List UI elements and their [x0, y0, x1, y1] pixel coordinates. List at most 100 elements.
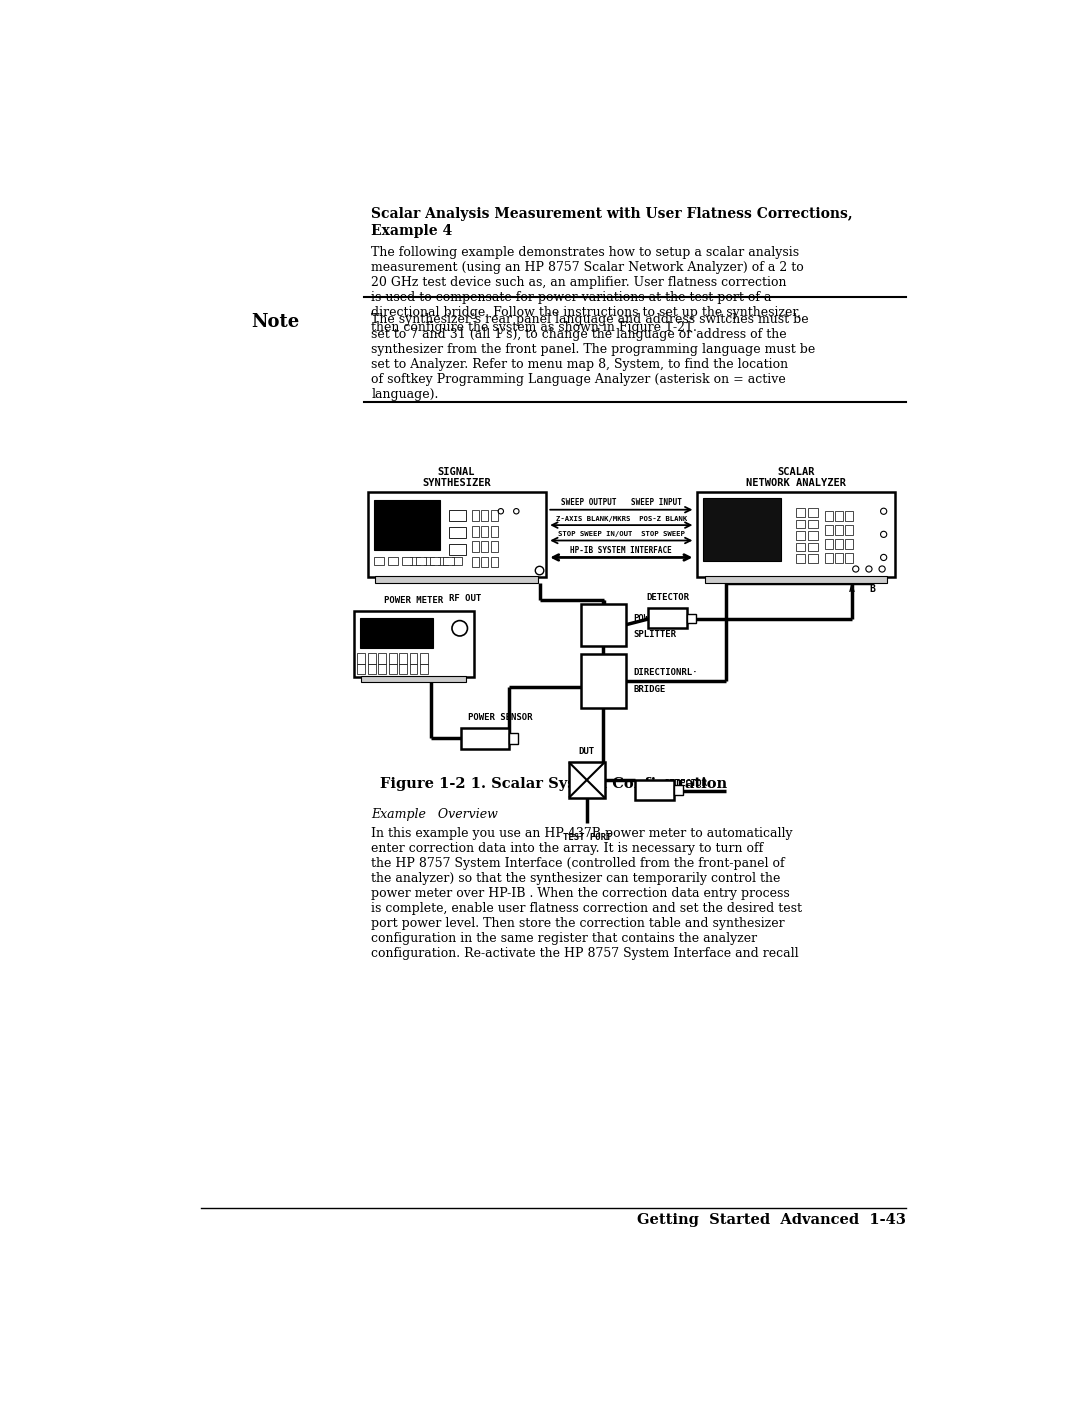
Bar: [490, 541, 498, 552]
Bar: [374, 558, 383, 565]
Bar: [809, 520, 818, 528]
Text: the analyzer) so that the synthesizer can temporarily control the: the analyzer) so that the synthesizer ca…: [372, 873, 781, 885]
Text: language).: language).: [372, 388, 438, 402]
Bar: [472, 510, 480, 521]
Bar: [825, 525, 833, 535]
Bar: [825, 552, 833, 563]
Text: power meter over HP-IB . When the correction data entry process: power meter over HP-IB . When the correc…: [372, 887, 791, 901]
Text: port power level. Then store the correction table and synthesizer: port power level. Then store the correct…: [372, 917, 785, 930]
Bar: [378, 665, 387, 674]
Text: HP-IB SYSTEM INTERFACE: HP-IB SYSTEM INTERFACE: [570, 547, 672, 555]
Bar: [809, 509, 818, 517]
Bar: [796, 509, 806, 517]
Text: STOP SWEEP IN/OUT  STOP SWEEP: STOP SWEEP IN/OUT STOP SWEEP: [558, 531, 685, 537]
Bar: [409, 665, 418, 674]
Text: of softkey Programming Language Analyzer (asterisk on = active: of softkey Programming Language Analyzer…: [372, 374, 786, 386]
Text: In this example you use an HP 437B power meter to automatically: In this example you use an HP 437B power…: [372, 828, 793, 840]
Bar: [409, 653, 418, 663]
Bar: [449, 510, 465, 521]
Bar: [444, 558, 454, 565]
Bar: [635, 780, 674, 799]
Text: The following example demonstrates how to setup a scalar analysis: The following example demonstrates how t…: [372, 246, 799, 259]
Text: Example 4: Example 4: [372, 223, 453, 237]
Bar: [845, 525, 852, 535]
Bar: [796, 520, 806, 528]
Text: Example   Overview: Example Overview: [372, 808, 498, 821]
Text: then configure the system as shown in Figure 1-21.: then configure the system as shown in Fi…: [372, 320, 698, 333]
Bar: [796, 531, 806, 540]
Bar: [509, 733, 517, 743]
Bar: [809, 555, 818, 563]
Bar: [360, 618, 433, 648]
Bar: [581, 653, 625, 708]
Bar: [357, 665, 365, 674]
Bar: [569, 763, 605, 798]
Text: SPLITTER: SPLITTER: [633, 629, 676, 638]
Text: DIRECTIONRL·: DIRECTIONRL·: [633, 669, 698, 677]
Bar: [378, 653, 387, 663]
Text: NETWORK ANALYZER: NETWORK ANALYZER: [745, 478, 846, 488]
Text: SWEEP INPUT: SWEEP INPUT: [631, 499, 681, 507]
Bar: [835, 540, 842, 549]
Text: the HP 8757 System Interface (controlled from the front-panel of: the HP 8757 System Interface (controlled…: [372, 857, 785, 870]
Text: SCALAR: SCALAR: [777, 468, 814, 478]
Bar: [482, 510, 488, 521]
Bar: [402, 558, 411, 565]
Text: SIGNAL: SIGNAL: [437, 468, 475, 478]
Bar: [420, 665, 428, 674]
Text: The synthesizer’s rear panel language and address switches must be: The synthesizer’s rear panel language an…: [372, 313, 809, 326]
Bar: [368, 653, 376, 663]
Text: SWEEP OUTPUT: SWEEP OUTPUT: [561, 499, 617, 507]
Bar: [400, 665, 407, 674]
Bar: [845, 552, 852, 563]
Bar: [704, 576, 887, 583]
Bar: [400, 653, 407, 663]
Bar: [809, 531, 818, 540]
Text: POWER SENSOR: POWER SENSOR: [468, 714, 532, 722]
Bar: [809, 542, 818, 551]
Bar: [420, 653, 428, 663]
Text: A: A: [849, 584, 854, 594]
Text: is used to compensate for power variations at the test port of a: is used to compensate for power variatio…: [372, 291, 772, 303]
Bar: [472, 556, 480, 568]
Text: Z-AXIS BLANK/MKRS  POS-Z BLANK: Z-AXIS BLANK/MKRS POS-Z BLANK: [556, 516, 687, 521]
Bar: [825, 511, 833, 521]
Text: 20 GHz test device such as, an amplifier. User flatness correction: 20 GHz test device such as, an amplifier…: [372, 275, 787, 288]
Text: configuration. Re-activate the HP 8757 System Interface and recall: configuration. Re-activate the HP 8757 S…: [372, 947, 799, 960]
Bar: [687, 614, 697, 622]
Bar: [697, 492, 894, 576]
Bar: [835, 511, 842, 521]
Bar: [472, 541, 480, 552]
Bar: [368, 665, 376, 674]
Bar: [482, 525, 488, 537]
Bar: [490, 525, 498, 537]
Bar: [449, 527, 465, 538]
Text: Getting  Started  Advanced  1-43: Getting Started Advanced 1-43: [637, 1214, 906, 1228]
Bar: [451, 558, 462, 565]
Bar: [388, 558, 397, 565]
Bar: [362, 676, 465, 683]
Text: set to 7 and 31 (all 1’s), to change the language or address of the: set to 7 and 31 (all 1’s), to change the…: [372, 329, 787, 341]
Bar: [648, 608, 687, 628]
Text: directional bridge. Follow the instructions to set up the synthesizer,: directional bridge. Follow the instructi…: [372, 306, 801, 319]
Bar: [490, 510, 498, 521]
Bar: [835, 552, 842, 563]
Bar: [430, 558, 440, 565]
Bar: [438, 558, 448, 565]
Bar: [490, 556, 498, 568]
Text: synthesizer from the front panel. The programming language must be: synthesizer from the front panel. The pr…: [372, 343, 815, 357]
Text: SYNTHESIZER: SYNTHESIZER: [422, 478, 491, 488]
Bar: [410, 558, 420, 565]
Bar: [796, 555, 806, 563]
Bar: [472, 525, 480, 537]
Text: Figure 1-2 1. Scalar System Configuration: Figure 1-2 1. Scalar System Configuratio…: [380, 777, 727, 791]
Bar: [389, 665, 396, 674]
Text: set to Analyzer. Refer to menu map 8, System, to find the location: set to Analyzer. Refer to menu map 8, Sy…: [372, 358, 788, 371]
Text: BRIDGE: BRIDGE: [633, 686, 665, 694]
Bar: [825, 540, 833, 549]
Bar: [449, 544, 465, 555]
Bar: [460, 728, 509, 749]
Bar: [367, 492, 545, 576]
Text: enter correction data into the array. It is necessary to turn off: enter correction data into the array. It…: [372, 842, 764, 856]
Text: measurement (using an HP 8757 Scalar Network Analyzer) of a 2 to: measurement (using an HP 8757 Scalar Net…: [372, 260, 805, 274]
